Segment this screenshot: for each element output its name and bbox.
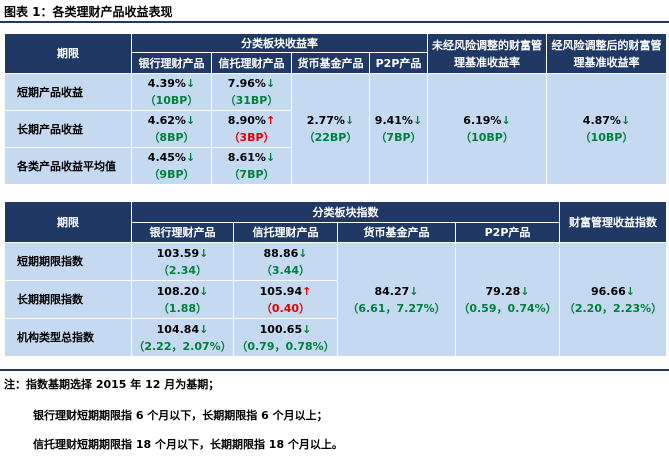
table-row: 长期期限指数 108.20↓ （1.88） 105.94↑ （0.40） xyxy=(4,280,667,319)
bank-cell: 4.45%↓ （9BP） xyxy=(131,147,212,185)
row-label: 长期产品收益 xyxy=(4,110,132,148)
trust-cell: 8.61%↓ （7BP） xyxy=(211,147,292,185)
table-row: 短期期限指数 103.59↓ （2.34） 88.86↓ （3.44） 84.27↓… xyxy=(4,242,667,357)
p2p-cell: 9.41%↓ （7BP） xyxy=(369,73,428,185)
header-bank: 银行理财产品 xyxy=(131,52,212,74)
header-p2p: P2P产品 xyxy=(369,52,428,74)
trust-cell: 8.90%↑ （3BP） xyxy=(211,110,292,148)
top-rule xyxy=(0,21,669,23)
note-base-period: 注：指数基期选择 2015 年 12 月为基期； xyxy=(4,378,220,391)
header-adjusted: 经风险调整后的财富管理基准收益率 xyxy=(546,33,667,74)
header-money: 货币基金产品 xyxy=(337,222,456,243)
bank-cell: 103.59↓ （2.34） xyxy=(131,242,234,281)
bank-cell: 108.20↓ （1.88） xyxy=(131,280,234,319)
unadjusted-cell: 6.19%↓ （10BP） xyxy=(427,73,547,185)
adjusted-cell: 4.87%↓ （10BP） xyxy=(546,73,667,185)
row-label: 短期产品收益 xyxy=(4,73,132,111)
header-group: 分类板块指数 xyxy=(131,201,560,223)
row-label: 机构类型总指数 xyxy=(4,318,132,357)
bank-cell: 4.62%↓ （8BP） xyxy=(131,110,212,148)
header-trust: 信托理财产品 xyxy=(233,222,338,243)
trust-cell: 100.65↓ （0.79，0.78%） xyxy=(233,318,338,357)
money-cell: 2.77%↓ （22BP） xyxy=(291,73,370,185)
row-label: 各类产品收益平均值 xyxy=(4,147,132,185)
row-label: 短期期限指数 xyxy=(4,242,132,281)
note-trust-term: 信托理财短期期限指 18 个月以下，长期期限指 18 个月以上。 xyxy=(33,438,343,451)
table-row: 各类产品收益平均值 4.45%↓ （9BP） 8.61%↓ （7BP） xyxy=(4,147,667,185)
table-row: 长期产品收益 4.62%↓ （8BP） 8.90%↑ （3BP） xyxy=(4,110,667,148)
yield-table: 期限 分类板块收益率 未经风险调整的财富管理基准收益率 经风险调整后的财富管理基… xyxy=(4,33,667,185)
trust-cell: 88.86↓ （3.44） xyxy=(233,242,338,281)
header-trust: 信托理财产品 xyxy=(211,52,292,74)
header-period: 期限 xyxy=(4,201,132,243)
money-cell: 84.27↓ （6.61，7.27%） xyxy=(337,242,456,357)
table-row: 机构类型总指数 104.84↓ （2.22，2.07%） 100.65↓ （0.79… xyxy=(4,318,667,357)
header-p2p: P2P产品 xyxy=(455,222,560,243)
table-row: 短期产品收益 4.39%↓ （10BP） 7.96%↓ （31BP） 2.77%↓ （… xyxy=(4,73,667,185)
header-unadjusted: 未经风险调整的财富管理基准收益率 xyxy=(427,33,547,74)
index-table: 期限 分类板块指数 财富管理收益指数 银行理财产品 信托理财产品 货币基金产品 … xyxy=(4,201,667,357)
header-money: 货币基金产品 xyxy=(291,52,370,74)
trust-cell: 105.94↑ （0.40） xyxy=(233,280,338,319)
header-bank: 银行理财产品 xyxy=(131,222,234,243)
bank-cell: 4.39%↓ （10BP） xyxy=(131,73,212,111)
bottom-rule xyxy=(0,369,669,371)
bank-cell: 104.84↓ （2.22，2.07%） xyxy=(131,318,234,357)
note-bank-term: 银行理财短期期限指 6 个月以下，长期期限指 6 个月以上； xyxy=(33,409,328,422)
row-label: 长期期限指数 xyxy=(4,280,132,319)
figure-title: 图表 1：各类理财产品收益表现 xyxy=(4,5,173,19)
wealth-cell: 96.66↓ （2.20，2.23%） xyxy=(559,242,667,357)
trust-cell: 7.96%↓ （31BP） xyxy=(211,73,292,111)
header-group: 分类板块收益率 xyxy=(131,33,428,53)
p2p-cell: 79.28↓ （0.59，0.74%） xyxy=(455,242,560,357)
header-period: 期限 xyxy=(4,33,132,74)
header-wealth-index: 财富管理收益指数 xyxy=(559,201,667,243)
